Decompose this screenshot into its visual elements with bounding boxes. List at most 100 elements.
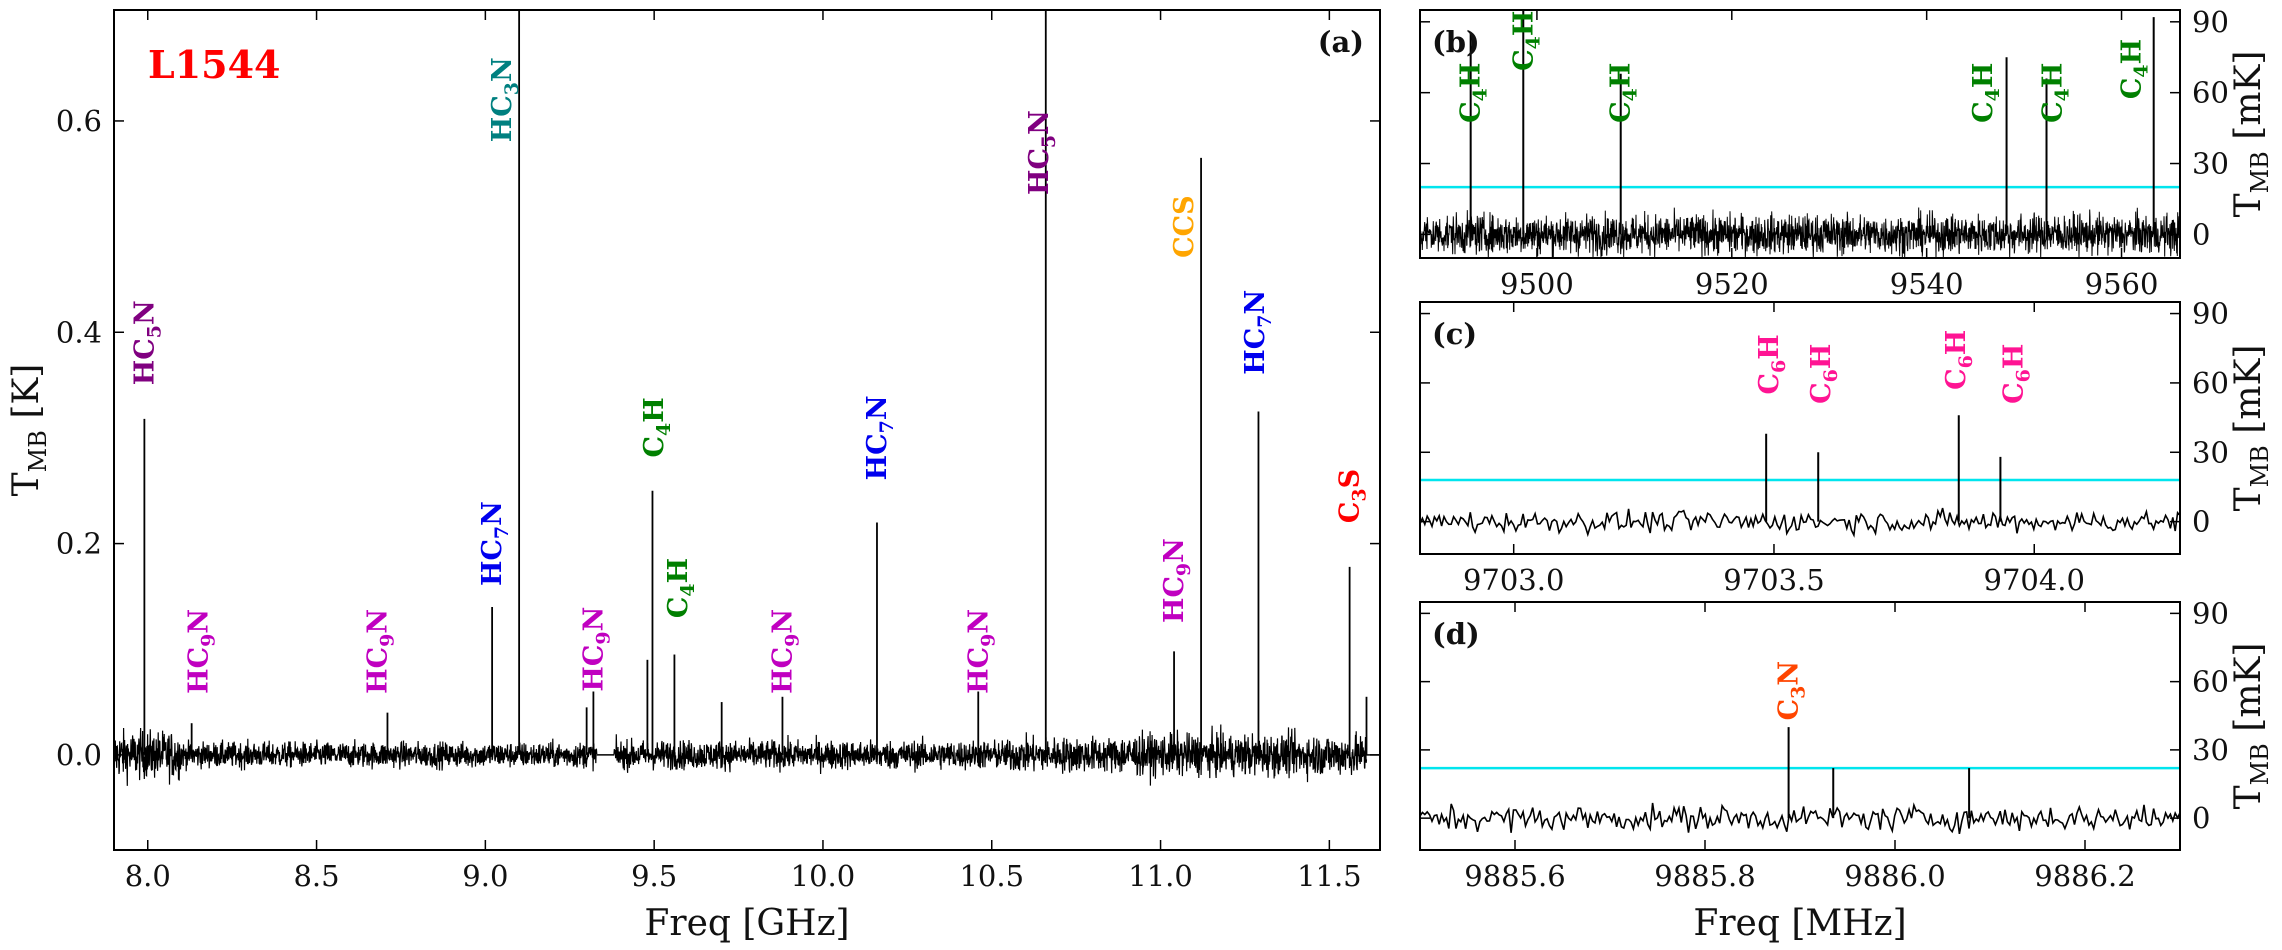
panel-c-spectrum	[1420, 415, 2180, 538]
x-tick-label: 8.0	[125, 859, 171, 893]
panel-c-ticks: 9703.0 9703.5 9704.0 0 30 60 90	[1420, 297, 2229, 597]
molecule-label-tail: H	[663, 558, 694, 584]
panel-d-ylabel-sub: MB	[2246, 743, 2274, 785]
panel-a-ylabel-main: T	[6, 472, 47, 496]
panel-d-ticks: 9885.6 9885.8 9886.0 9886.2 0 30 60 90	[1420, 596, 2229, 893]
molecule-label-sub: 4	[1620, 88, 1642, 101]
y-tick-label: 0	[2192, 505, 2210, 539]
molecule-label: HC9N	[963, 609, 999, 694]
molecule-label-sub: 7	[491, 526, 513, 539]
x-tick-label: 9540	[1890, 267, 1964, 301]
x-tick-label: 9885.8	[1654, 859, 1755, 893]
panel-c-frame	[1419, 301, 2181, 555]
spectrum-trace	[1420, 507, 2180, 538]
x-tick-label: 9703.5	[1723, 563, 1824, 597]
noise-segment	[180, 738, 598, 772]
x-tick-label: 9885.6	[1464, 859, 1565, 893]
molecule-label: HC5N	[1024, 110, 1060, 195]
molecule-label-tail: H	[2116, 39, 2147, 65]
molecule-label: HC9N	[183, 609, 219, 694]
molecule-label-tail: N	[477, 501, 508, 526]
molecule-label-base: C	[2037, 101, 2068, 123]
molecule-label-tail: N	[1774, 661, 1805, 686]
molecule-label: C4H	[1968, 63, 2004, 123]
molecule-label-base: C	[1998, 382, 2029, 404]
panel-d-ylabel: TMB [mK]	[2228, 643, 2274, 810]
panel-b-spectrum	[1420, 10, 2180, 258]
molecule-label: HC3N	[487, 57, 523, 142]
molecule-label-tail: H	[1754, 334, 1785, 360]
panel-a-ylabel: TMB [K]	[6, 364, 52, 497]
y-tick-label: 30	[2192, 733, 2229, 767]
molecule-label-sub: 6	[2012, 369, 2034, 382]
molecule-label: CCS	[1169, 195, 1200, 257]
x-tick-label: 9520	[1695, 267, 1769, 301]
molecule-label-tail: N	[129, 300, 160, 325]
panel-b-ylabel-sub: MB	[2246, 151, 2274, 193]
molecule-label-base: C	[2116, 78, 2147, 100]
molecule-label-tail: H	[639, 397, 670, 423]
molecule-label-base: C	[1606, 101, 1637, 123]
molecule-label-tail: N	[578, 607, 609, 632]
x-tick-label: 8.5	[293, 859, 339, 893]
molecule-label-base: C	[1335, 502, 1366, 524]
molecule-label: C4H	[2116, 39, 2152, 99]
molecule-label-sub: 4	[2051, 88, 2073, 101]
x-tick-label: 9.0	[462, 859, 508, 893]
y-tick-label: 0.4	[56, 315, 102, 349]
x-tick-label: 11.0	[1128, 859, 1193, 893]
molecule-label: C4H	[2037, 63, 2073, 123]
molecule-label-base: C	[1806, 382, 1837, 404]
molecule-label-sub: 6	[1768, 360, 1790, 373]
y-tick-label: 0	[2192, 801, 2210, 835]
y-tick-label: 90	[2192, 297, 2229, 331]
y-tick-label: 30	[2192, 435, 2229, 469]
molecule-label-tail: H	[1606, 63, 1637, 89]
molecule-label-tail: H	[1456, 63, 1487, 89]
molecule-label-sub: 9	[977, 634, 999, 647]
panel-d-ylabel-main: T	[2228, 785, 2269, 809]
panel-b-ylabel-unit: [mK]	[2228, 51, 2269, 152]
molecule-label-sub: 9	[781, 634, 803, 647]
molecule-label-sub: 3	[1788, 686, 1810, 699]
molecule-label: C6H	[1998, 344, 2034, 404]
molecule-label-base: C	[663, 597, 694, 619]
molecule-label-tail: N	[362, 609, 393, 634]
molecule-label: C3S	[1335, 469, 1371, 523]
spectrum-trace	[1420, 802, 2180, 835]
molecule-label-tail: N	[862, 395, 893, 420]
x-tick-label: 9886.2	[2034, 859, 2135, 893]
panel-a-tag: (a)	[1318, 25, 1364, 59]
molecule-label-tail: H	[1968, 63, 1999, 89]
molecule-label: C4H	[1508, 11, 1544, 71]
molecule-label-base: HC	[362, 647, 393, 694]
x-tick-label: 9560	[2085, 267, 2159, 301]
source-label: L1544	[148, 42, 280, 87]
molecule-label: C4H	[1606, 63, 1642, 123]
molecule-label-base: HC	[487, 95, 518, 142]
panel-c-ylabel: TMB [mK]	[2228, 345, 2274, 512]
molecule-label: HC7N	[477, 501, 513, 586]
molecule-label-tail: H	[1998, 344, 2029, 370]
molecule-label-sub: 4	[1470, 88, 1492, 101]
panel-d-frame	[1419, 601, 2181, 851]
molecule-label-base: C	[1968, 101, 1999, 123]
molecule-label-base: HC	[129, 338, 160, 385]
y-tick-label: 60	[2192, 665, 2229, 699]
molecule-label: HC9N	[362, 609, 398, 694]
molecule-label-base: C	[1508, 49, 1539, 70]
molecule-label-sub: 9	[376, 634, 398, 647]
noise-segment	[1119, 724, 1368, 786]
molecule-label-sub: 9	[1173, 563, 1195, 576]
y-tick-label: 0	[2192, 217, 2210, 251]
molecule-label-sub: 3	[501, 82, 523, 95]
panel-b-ticks: 9500 9520 9540 9560 0 30 60 90	[1420, 5, 2229, 301]
y-tick-label: 30	[2192, 147, 2229, 181]
x-tick-label: 9500	[1500, 267, 1574, 301]
molecule-label-tail: H	[2037, 63, 2068, 89]
molecule-label: HC7N	[862, 395, 898, 480]
panel-d-ylabel-unit: [mK]	[2228, 643, 2269, 744]
molecule-label-tail: N	[1240, 290, 1271, 315]
